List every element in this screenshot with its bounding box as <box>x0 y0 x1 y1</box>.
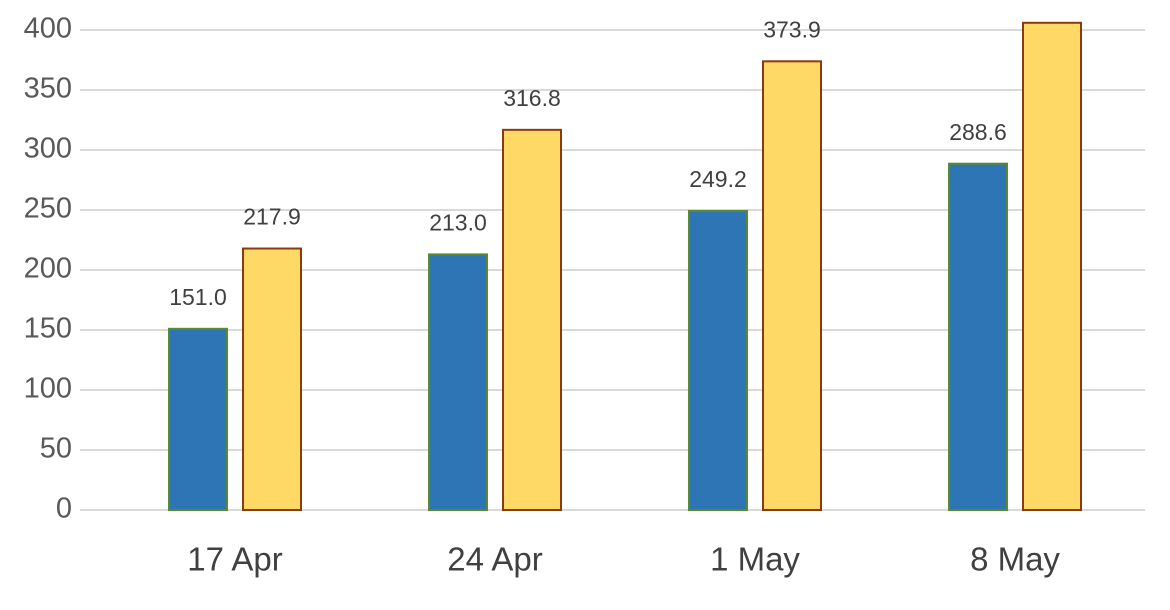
y-tick-label: 150 <box>24 313 72 345</box>
bar <box>762 60 822 511</box>
y-tick-label: 250 <box>24 193 72 225</box>
x-tick-label: 1 May <box>710 541 800 578</box>
y-tick-label: 200 <box>24 253 72 285</box>
value-label: 249.2 <box>689 166 747 192</box>
value-label: 151.0 <box>169 284 227 310</box>
x-tick-label: 8 May <box>970 541 1060 578</box>
bar <box>502 128 562 511</box>
bar <box>948 162 1008 511</box>
bar <box>168 327 228 511</box>
bar <box>1022 21 1082 512</box>
value-label: 373.9 <box>763 16 821 42</box>
y-tick-label: 300 <box>24 133 72 165</box>
value-label: 217.9 <box>243 204 301 230</box>
bar <box>242 247 302 512</box>
y-tick-label: 100 <box>24 373 72 405</box>
y-tick-label: 0 <box>56 493 72 525</box>
bar <box>428 253 488 511</box>
x-tick-label: 24 Apr <box>447 541 542 578</box>
bar <box>688 209 748 512</box>
value-label: 316.8 <box>503 85 561 111</box>
value-label: 288.6 <box>949 119 1007 145</box>
y-tick-label: 350 <box>24 73 72 105</box>
x-tick-label: 17 Apr <box>187 541 282 578</box>
y-tick-label: 400 <box>24 13 72 45</box>
y-tick-label: 50 <box>40 433 72 465</box>
value-label: 213.0 <box>429 209 487 235</box>
